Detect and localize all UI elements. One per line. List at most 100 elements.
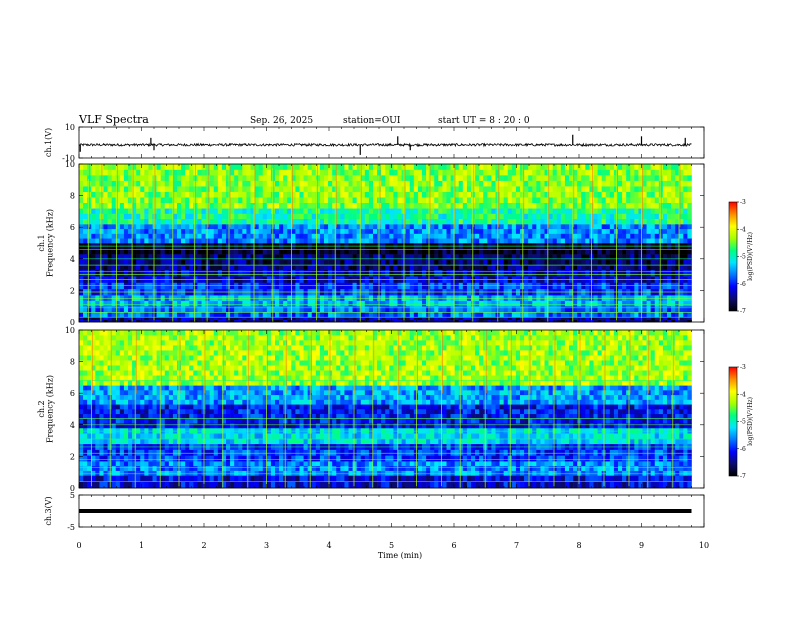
spectrogram-cell (683, 306, 687, 312)
spectrogram-cell (222, 229, 226, 234)
spectrogram-cell (242, 238, 246, 243)
spectrogram-cell (83, 317, 87, 320)
spectrogram-cell (324, 317, 328, 320)
spectrogram-cell (581, 224, 585, 229)
spectrogram-cell (520, 259, 524, 265)
spectrogram-cell (161, 208, 165, 214)
spectrogram-cell (295, 192, 299, 198)
spectrogram-cell (218, 203, 222, 209)
spectrogram-cell (161, 259, 165, 265)
spectrogram-cell (87, 482, 91, 489)
spectrogram-cell (124, 164, 128, 170)
spectrogram-cell (528, 270, 532, 277)
spectrogram-cell (230, 197, 234, 203)
spectrogram-cell (438, 208, 442, 214)
spectrogram-cell (373, 229, 377, 234)
spectrogram-cell (663, 203, 667, 209)
spectrogram-cell (324, 181, 328, 187)
spectrogram-cell (634, 306, 638, 312)
spectrogram-cell (202, 181, 206, 187)
spectrogram-cell (606, 170, 610, 176)
spectrogram-cell (226, 234, 230, 239)
spectrogram-cell (320, 238, 324, 243)
spectrogram-cell (577, 175, 581, 181)
spectrogram-cell (104, 170, 108, 176)
spectrogram-cell (144, 317, 148, 320)
spectrogram-cell (181, 214, 185, 220)
spectrogram-cell (467, 186, 471, 192)
spectrogram-cell (369, 197, 373, 203)
spectrogram-cell (618, 186, 622, 192)
spectrogram-cell (491, 186, 495, 192)
spectrogram-cell (565, 203, 569, 209)
spectrogram-cell (422, 175, 426, 181)
spectrogram-cell (202, 270, 206, 277)
spectrogram-cell (491, 229, 495, 234)
spectrogram-cell (197, 234, 201, 239)
spectrogram-cell (647, 192, 651, 198)
spectrogram-cell (585, 181, 589, 187)
spectrogram-cell (434, 192, 438, 198)
spectrogram-cell (83, 234, 87, 239)
spectrogram-cell (230, 170, 234, 176)
spectrogram-cell (647, 203, 651, 209)
spectrogram-cell (263, 234, 267, 239)
spectrogram-cell (304, 270, 308, 277)
spectrogram-cell (91, 219, 95, 225)
spectrogram-cell (540, 306, 544, 312)
spectrogram-cell (230, 203, 234, 209)
spectrogram-cell (618, 170, 622, 176)
spectrogram-cell (181, 238, 185, 243)
spectrogram-cell (95, 301, 99, 307)
spectrogram-cell (426, 317, 430, 320)
spectrogram-cell (467, 197, 471, 203)
spectrogram-cell (508, 164, 512, 170)
spectrogram-cell (483, 164, 487, 170)
spectrogram-cell (581, 164, 585, 170)
spectrogram-cell (475, 301, 479, 307)
spectrogram-cell (210, 259, 214, 265)
spectrogram-cell (389, 270, 393, 277)
spectrogram-cell (189, 214, 193, 220)
spectrogram-cell (479, 170, 483, 176)
spectrogram-cell (144, 482, 148, 489)
spectrogram-cell (300, 203, 304, 209)
spectrogram-cell (679, 259, 683, 265)
spectrogram-cell (585, 164, 589, 170)
spectrogram-cell (324, 306, 328, 312)
spectrogram-cell (361, 229, 365, 234)
spectrogram-cell (185, 234, 189, 239)
spectrogram-cell (679, 234, 683, 239)
spectrogram-cell (373, 234, 377, 239)
spectrogram-cell (120, 234, 124, 239)
spectrogram-cell (238, 301, 242, 307)
spectrogram-cell (365, 175, 369, 181)
spectrogram-cell (91, 208, 95, 214)
spectrogram-cell (373, 259, 377, 265)
spectrogram-cell (406, 234, 410, 239)
spectrogram-cell (91, 306, 95, 312)
spectrogram-cell (255, 317, 259, 320)
spectrogram-cell (124, 197, 128, 203)
spectrogram-cell (532, 175, 536, 181)
spectrogram-cell (459, 224, 463, 229)
spectrogram-cell (320, 170, 324, 176)
spectrogram-cell (524, 186, 528, 192)
spectrogram-cell (508, 306, 512, 312)
spectrogram-cell (222, 203, 226, 209)
spectrogram-cell (434, 214, 438, 220)
spectrogram-cell (667, 197, 671, 203)
spectrogram-cell (153, 229, 157, 234)
spectrogram-cell (406, 197, 410, 203)
spectrogram-cell (540, 164, 544, 170)
spectrogram-cell (418, 197, 422, 203)
spectrogram-cell (422, 186, 426, 192)
spectrogram-cell (385, 270, 389, 277)
spectrogram-cell (242, 317, 246, 320)
spectrogram-cell (422, 306, 426, 312)
spectrogram-cell (365, 214, 369, 220)
spectrogram-cell (189, 224, 193, 229)
spectrogram-cell (410, 175, 414, 181)
spectrogram-cell (381, 234, 385, 239)
spectrogram-cell (577, 197, 581, 203)
